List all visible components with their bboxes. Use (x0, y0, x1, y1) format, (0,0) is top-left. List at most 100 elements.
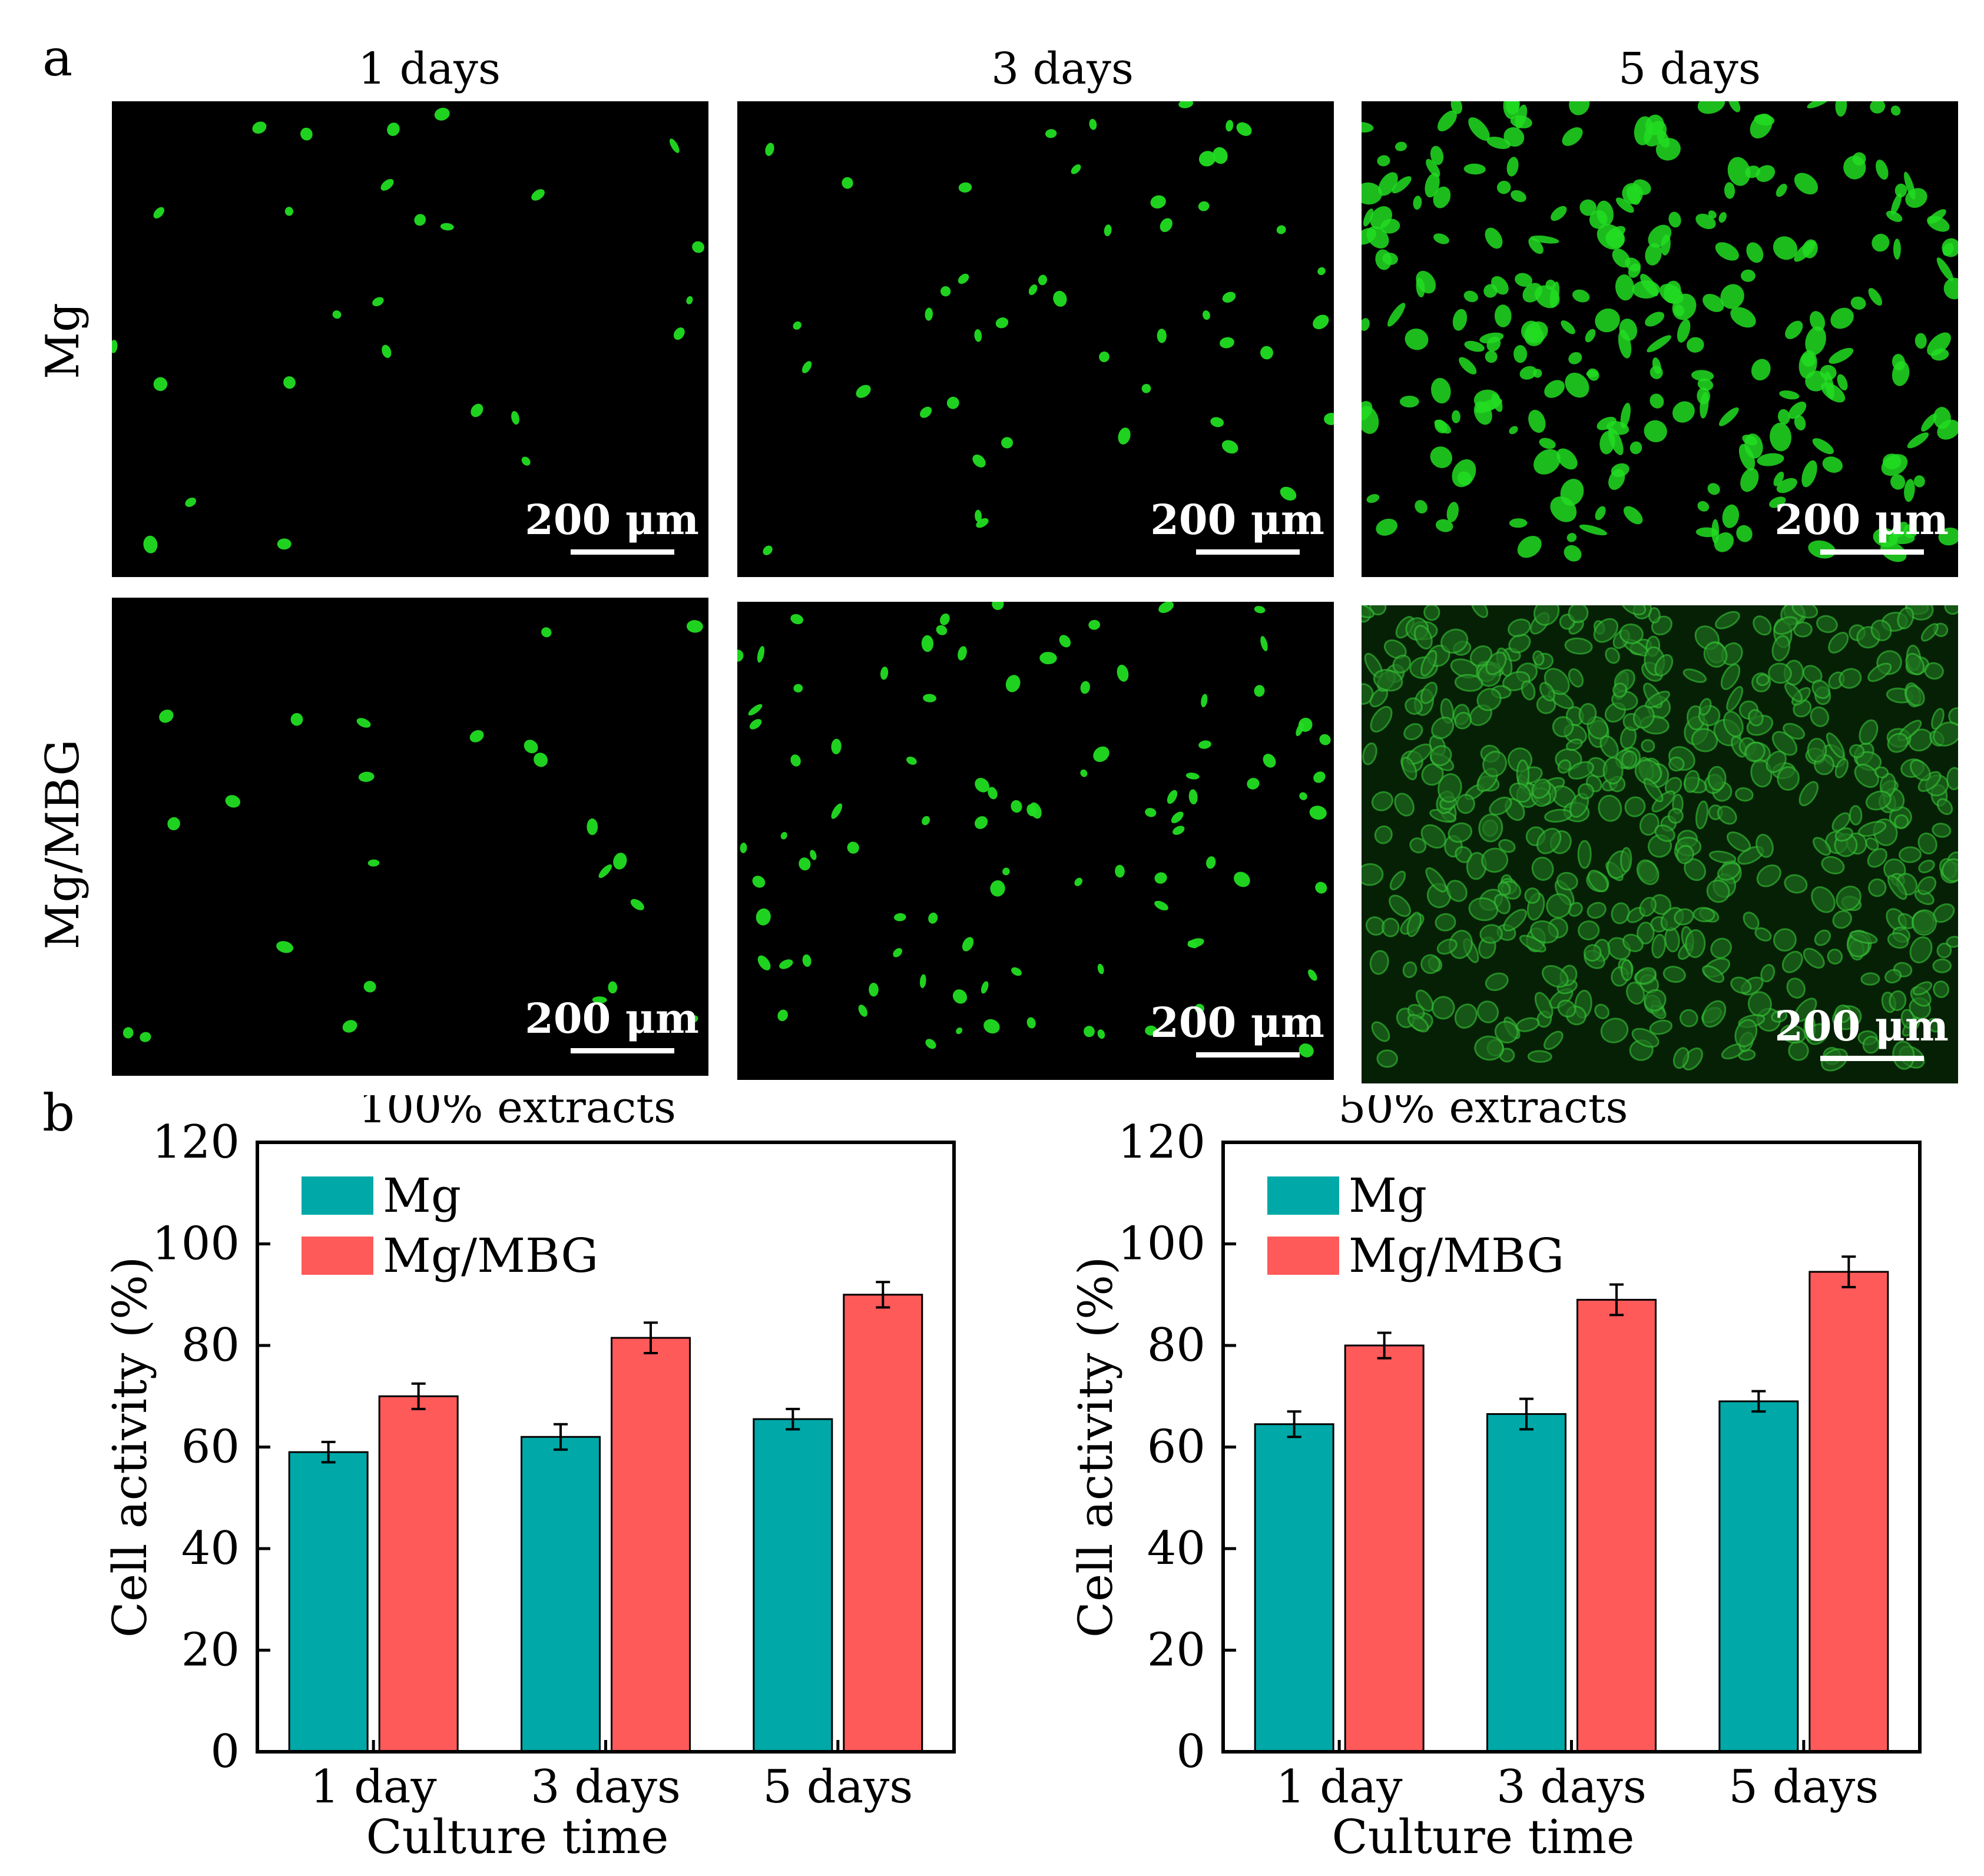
cell (1382, 917, 1400, 937)
cell (1509, 518, 1528, 528)
cell (686, 296, 693, 304)
cell (1837, 374, 1848, 391)
cell (1097, 963, 1104, 975)
cell (928, 912, 938, 924)
chart-100-percent-extracts: 100% extracts 1 day 3 days 5 days 0 20 40 60 80 1… (102, 1095, 956, 1864)
cell (1373, 669, 1403, 692)
cell (1362, 228, 1376, 245)
cell (1884, 969, 1902, 984)
cell (1757, 453, 1784, 466)
cell (1756, 834, 1774, 858)
cell (1852, 152, 1866, 166)
bar-mg-3-days (1486, 1413, 1566, 1753)
cell (1703, 294, 1724, 312)
cell (687, 620, 703, 633)
x-tick-label: 1 day (310, 1761, 437, 1814)
cell (1403, 723, 1423, 741)
cell (1454, 711, 1472, 730)
cell (1313, 771, 1326, 783)
cell (1872, 234, 1890, 252)
cell (975, 509, 982, 522)
cell (300, 127, 313, 141)
cell (749, 719, 762, 730)
cell (524, 740, 538, 754)
cell (1834, 1005, 1852, 1023)
cell (1868, 288, 1882, 306)
cell (1595, 308, 1620, 333)
cell (1654, 654, 1674, 677)
cell (1756, 165, 1776, 182)
cell (1917, 876, 1937, 895)
cell (972, 454, 986, 468)
cell (1515, 273, 1533, 287)
scale-bar-label: 200 μm (525, 495, 699, 544)
scale-bar-label: 200 μm (1774, 1002, 1949, 1050)
cell (1744, 433, 1763, 459)
cell (801, 361, 812, 373)
cell (1736, 525, 1753, 542)
cell (1773, 616, 1798, 635)
cell (1206, 856, 1216, 869)
cell (1595, 506, 1606, 521)
cell (1867, 848, 1887, 868)
cell (1703, 641, 1728, 668)
cell (1185, 773, 1200, 780)
cell (1679, 1009, 1698, 1028)
cell (1811, 886, 1836, 913)
cell (1672, 401, 1695, 423)
cell (1377, 155, 1390, 167)
cell (112, 340, 118, 353)
cell (1584, 944, 1602, 962)
cell (799, 857, 811, 871)
cell (1564, 637, 1593, 655)
chart-title: 100% extracts (359, 1095, 676, 1133)
cell (1854, 763, 1879, 788)
cell (1829, 347, 1854, 364)
cell (1536, 828, 1562, 854)
y-tick-label: 20 (1147, 1624, 1205, 1677)
cell (1059, 635, 1071, 648)
cell (1809, 311, 1826, 332)
cell (790, 754, 801, 767)
cell (1426, 158, 1440, 177)
legend-swatch-mg-mbg (1267, 1237, 1339, 1275)
cell (1629, 441, 1642, 455)
cell (1849, 930, 1878, 944)
cell (1157, 329, 1167, 343)
cell (372, 297, 384, 307)
cell (440, 223, 454, 231)
cell (1645, 311, 1665, 327)
bar-mg-mbg-3-days (611, 1337, 691, 1753)
cell (1891, 193, 1902, 215)
cell (1413, 625, 1433, 649)
cell (1534, 992, 1554, 1019)
cell (1479, 924, 1503, 944)
cell (1687, 337, 1704, 353)
cell (1622, 183, 1643, 204)
cell (1726, 686, 1743, 712)
cell (1740, 468, 1759, 492)
cell (1605, 647, 1620, 664)
cell (1503, 101, 1519, 120)
cell (1089, 118, 1097, 130)
cell (1948, 707, 1958, 726)
cell (1420, 649, 1438, 677)
cell (367, 859, 380, 867)
cell (1221, 440, 1238, 454)
cell (958, 273, 969, 284)
cell (1664, 280, 1681, 303)
cell (1026, 1017, 1036, 1029)
cell (1676, 844, 1694, 864)
cell (1201, 694, 1208, 708)
bar-mg-mbg-1-day (378, 1395, 459, 1753)
cell (1370, 206, 1393, 230)
cell (1936, 942, 1952, 959)
cell (1811, 680, 1830, 700)
cell (1788, 402, 1807, 419)
cell (1456, 794, 1475, 814)
cell (756, 908, 771, 926)
cell (1865, 790, 1892, 811)
cell (1399, 396, 1419, 407)
cell (1931, 708, 1945, 730)
cell (1473, 401, 1492, 425)
